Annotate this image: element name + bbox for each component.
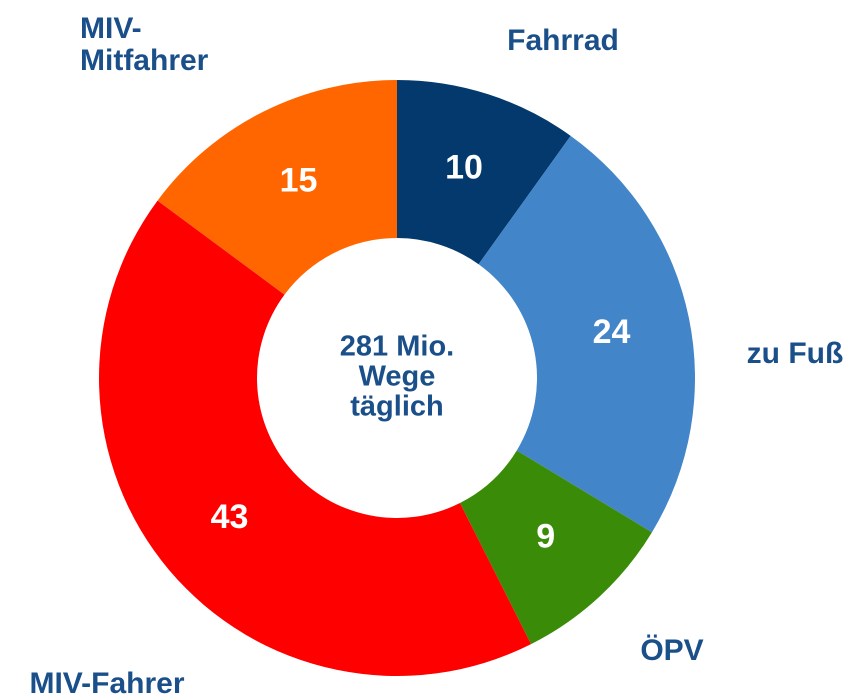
value-label: 43 <box>211 498 249 536</box>
slice <box>157 79 397 295</box>
center-label: 281 Mio. <box>340 331 454 363</box>
slice <box>478 135 695 533</box>
value-label: 24 <box>593 313 631 351</box>
slice <box>459 450 652 645</box>
category-label: MIV-Mitfahrer <box>80 12 209 77</box>
value-label: 9 <box>536 518 555 556</box>
slice <box>99 200 532 676</box>
slice <box>397 80 571 265</box>
category-label: zu Fuß <box>747 337 844 370</box>
category-label: MIV-Fahrer <box>29 667 184 699</box>
value-label: 15 <box>280 161 318 199</box>
category-label: Fahrrad <box>507 24 619 57</box>
category-label: ÖPV <box>640 634 703 667</box>
center-label: täglich <box>350 391 443 423</box>
center-label: Wege <box>359 361 436 393</box>
value-label: 10 <box>445 148 483 186</box>
